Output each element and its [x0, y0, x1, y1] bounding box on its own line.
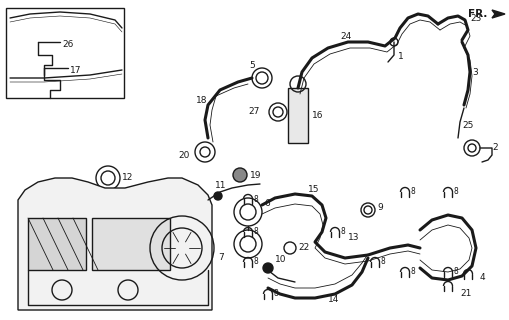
Text: 4: 4 [479, 274, 485, 283]
Text: 24: 24 [340, 31, 351, 41]
Text: 7: 7 [217, 253, 223, 262]
Circle shape [214, 192, 221, 200]
Text: 17: 17 [70, 66, 81, 75]
Text: 8: 8 [253, 195, 258, 204]
Text: 16: 16 [312, 111, 323, 121]
Text: 9: 9 [376, 204, 382, 212]
Text: 22: 22 [297, 244, 308, 252]
Text: 8: 8 [273, 290, 278, 299]
Text: 21: 21 [459, 290, 470, 299]
Text: 8: 8 [453, 188, 458, 196]
Bar [6, 8, 124, 98]
Bar [28, 218, 86, 270]
Text: 12: 12 [122, 173, 133, 182]
Text: 8: 8 [253, 228, 258, 236]
Text: 14: 14 [327, 295, 338, 305]
Circle shape [233, 168, 246, 182]
Text: 3: 3 [471, 68, 477, 76]
Text: 18: 18 [195, 95, 207, 105]
Text: 8: 8 [453, 268, 458, 276]
Text: 19: 19 [249, 171, 261, 180]
Text: 8: 8 [341, 228, 345, 236]
Text: FR.: FR. [467, 9, 487, 19]
Text: 2: 2 [491, 143, 497, 153]
Circle shape [263, 263, 272, 273]
Text: 8: 8 [253, 258, 258, 267]
Text: 26: 26 [62, 39, 73, 49]
Text: 20: 20 [178, 150, 190, 159]
Text: 15: 15 [307, 186, 319, 195]
Text: 25: 25 [461, 121, 472, 130]
Polygon shape [18, 178, 212, 310]
Bar [288, 88, 307, 143]
Text: 11: 11 [215, 180, 226, 189]
Text: 10: 10 [274, 255, 286, 265]
Text: 1: 1 [397, 52, 403, 60]
Text: 13: 13 [347, 234, 359, 243]
Text: 27: 27 [248, 108, 260, 116]
Bar [92, 218, 169, 270]
Text: 8: 8 [380, 258, 385, 267]
Text: 8: 8 [410, 188, 415, 196]
Text: 5: 5 [249, 60, 254, 69]
Polygon shape [491, 10, 504, 18]
Text: 8: 8 [410, 268, 415, 276]
Text: 6: 6 [264, 199, 269, 209]
Text: 23: 23 [469, 13, 480, 22]
